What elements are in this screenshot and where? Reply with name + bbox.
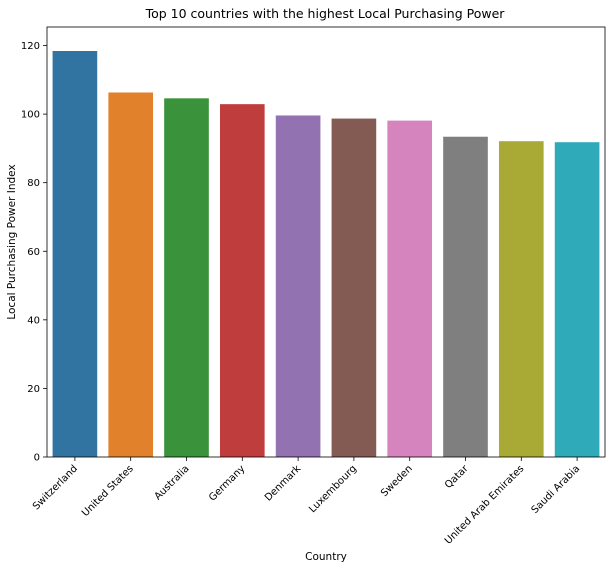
x-tick-label: Saudi Arabia bbox=[530, 463, 583, 516]
y-axis-label: Local Purchasing Power Index bbox=[6, 164, 18, 319]
y-tick-label: 80 bbox=[27, 178, 40, 189]
y-tick-label: 60 bbox=[27, 247, 40, 258]
y-tick-label: 100 bbox=[21, 110, 40, 121]
y-tick-label: 40 bbox=[27, 315, 40, 326]
bar-luxembourg bbox=[331, 118, 377, 457]
chart-title: Top 10 countries with the highest Local … bbox=[145, 6, 506, 21]
bar-denmark bbox=[275, 115, 321, 457]
x-tick-label: Denmark bbox=[263, 463, 303, 503]
x-tick-label: Luxembourg bbox=[307, 463, 359, 515]
y-tick-label: 120 bbox=[21, 41, 40, 52]
bar-switzerland bbox=[52, 51, 98, 458]
y-tick-label: 0 bbox=[34, 453, 40, 464]
bars-group bbox=[52, 51, 600, 458]
plot-frame bbox=[46, 26, 606, 458]
x-tick-label: Sweden bbox=[379, 463, 415, 499]
x-tick-label: Germany bbox=[207, 463, 247, 503]
x-axis-ticks: Switzerland United States Australia Germany… bbox=[31, 457, 582, 547]
bar-germany bbox=[219, 104, 265, 457]
y-tick-label: 20 bbox=[27, 384, 40, 395]
bar-saudi-arabia bbox=[554, 142, 600, 457]
bar-sweden bbox=[387, 120, 433, 458]
x-tick-label: Australia bbox=[153, 463, 192, 502]
bar-united-states bbox=[108, 92, 154, 457]
x-tick-label: United States bbox=[80, 463, 136, 519]
bar-united-arab-emirates bbox=[498, 141, 544, 458]
bar-australia bbox=[164, 98, 209, 457]
y-axis-ticks: 0 20 40 60 80 100 120 bbox=[21, 41, 47, 464]
x-tick-label: Switzerland bbox=[31, 463, 80, 512]
bar-qatar bbox=[443, 136, 488, 457]
x-axis-label: Country bbox=[305, 551, 347, 563]
x-tick-label: Qatar bbox=[443, 463, 471, 491]
